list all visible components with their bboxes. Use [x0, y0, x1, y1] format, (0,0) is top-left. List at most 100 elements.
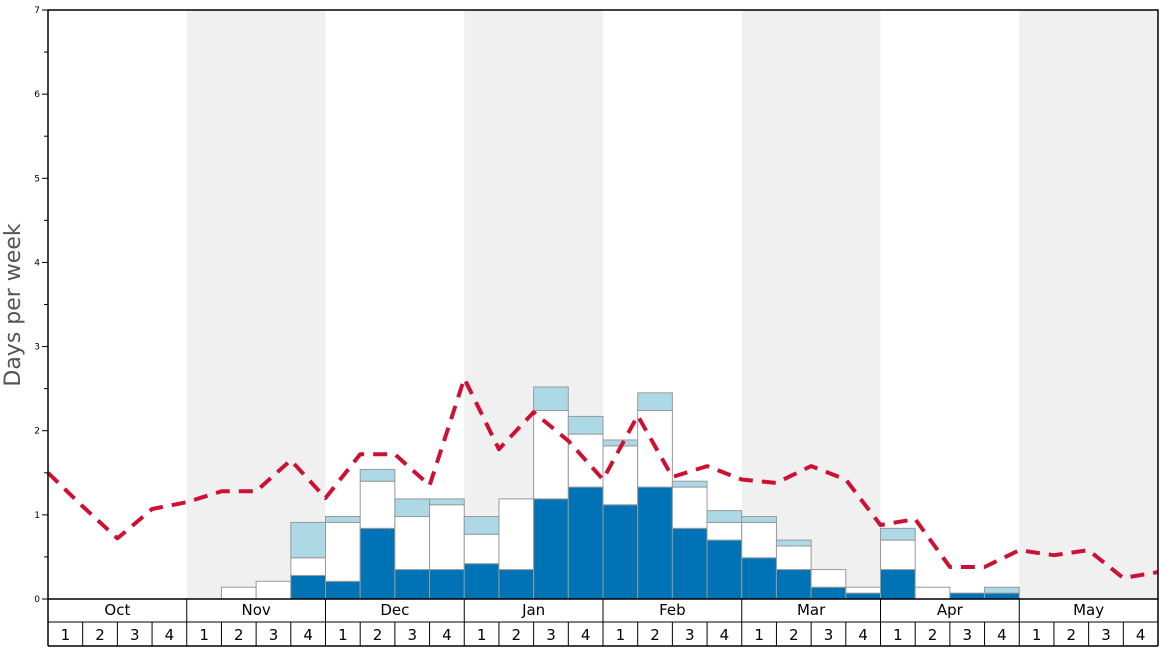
month-band [741, 10, 881, 599]
month-label: Mar [797, 601, 826, 619]
y-tick-label: 5 [34, 174, 40, 184]
dashed-series-line [46, 376, 1159, 580]
week-label: 3 [962, 626, 972, 644]
week-label: 4 [581, 626, 591, 644]
bar-segment [429, 498, 465, 506]
week-label: 1 [616, 626, 626, 644]
bars [220, 386, 1020, 600]
bar-segment [394, 498, 431, 518]
y-tick-label: 6 [34, 90, 40, 100]
week-label: 2 [234, 626, 244, 644]
bar-segment [949, 592, 986, 600]
bar-segment [429, 569, 465, 600]
week-label: 4 [858, 626, 868, 644]
month-band [1019, 10, 1158, 599]
bar-segment [741, 557, 777, 600]
bar-segment [880, 539, 916, 571]
bar-segment [359, 480, 396, 529]
week-label: 3 [824, 626, 834, 644]
bar-segment [775, 539, 812, 547]
bar-segment [741, 516, 777, 523]
week-label: 2 [373, 626, 383, 644]
week-label: 2 [789, 626, 799, 644]
bar-segment [394, 516, 431, 571]
bar-segment [706, 510, 743, 523]
bar-segment [463, 516, 500, 535]
bar-segment [602, 504, 639, 600]
bar-segment [775, 545, 812, 571]
bar-segment [325, 521, 361, 582]
week-label: 1 [1032, 626, 1042, 644]
bar-segment [533, 498, 569, 600]
bar-segment [290, 557, 326, 576]
week-label: 3 [130, 626, 140, 644]
week-label: 1 [61, 626, 71, 644]
dashed-line-layer [46, 376, 1159, 580]
week-label: 3 [685, 626, 695, 644]
bar-segment [671, 527, 708, 600]
week-label: 3 [407, 626, 417, 644]
week-label: 2 [928, 626, 938, 644]
week-label: 1 [199, 626, 209, 644]
bar-segment [290, 521, 326, 559]
y-tick-label: 4 [34, 258, 40, 268]
bar-segment [359, 527, 396, 600]
bar-segment [463, 533, 500, 565]
bar-segment [567, 415, 604, 435]
week-label: 4 [442, 626, 452, 644]
bar-segment [845, 592, 881, 600]
week-label: 1 [754, 626, 764, 644]
bar-segment [984, 592, 1020, 600]
bar-segment [290, 574, 326, 600]
bar-segment [429, 504, 465, 571]
week-label: 4 [165, 626, 175, 644]
bar-segment [671, 480, 708, 488]
week-label: 1 [477, 626, 487, 644]
month-label: Dec [380, 601, 409, 619]
y-axis: 0 1 2 3 4 5 6 7 [34, 6, 48, 605]
y-tick-label: 1 [34, 511, 40, 521]
month-label: Apr [937, 601, 964, 619]
week-label: 2 [95, 626, 105, 644]
y-tick-label: 2 [34, 427, 40, 437]
week-label: 1 [338, 626, 348, 644]
bar-segment [637, 486, 673, 600]
week-label: 4 [1136, 626, 1146, 644]
y-tick-label: 0 [34, 595, 40, 605]
y-axis-title: Days per week [1, 223, 26, 386]
week-label: 3 [546, 626, 556, 644]
bar-segment [463, 563, 500, 600]
week-label: 2 [1067, 626, 1077, 644]
week-label: 3 [1101, 626, 1111, 644]
bar-segment [741, 521, 777, 559]
week-label: 3 [269, 626, 279, 644]
bar-segment [810, 569, 847, 588]
week-label: 2 [650, 626, 660, 644]
month-bands [186, 10, 1158, 599]
month-band [186, 10, 326, 599]
bar-segment [359, 468, 396, 482]
y-tick-label: 7 [34, 6, 40, 16]
bar-segment [914, 586, 951, 600]
week-label: 4 [720, 626, 730, 644]
bar-segment [706, 539, 743, 600]
month-label: May [1073, 601, 1104, 619]
bar-segment [325, 580, 361, 600]
bar-segment [394, 569, 431, 600]
bar-segment [845, 586, 881, 594]
week-label: 4 [303, 626, 313, 644]
week-label: 4 [997, 626, 1007, 644]
bar-segment [984, 586, 1020, 594]
bar-segment [880, 569, 916, 600]
week-label: 2 [512, 626, 522, 644]
bar-segment [255, 580, 292, 600]
month-label: Nov [241, 601, 270, 619]
bar-segment [498, 569, 535, 600]
bar-segment [567, 486, 604, 600]
bar-segment [706, 521, 743, 541]
month-label: Jan [521, 601, 545, 619]
bar-segment [775, 569, 812, 600]
bar-segment [533, 410, 569, 500]
bar-segment [220, 586, 257, 600]
